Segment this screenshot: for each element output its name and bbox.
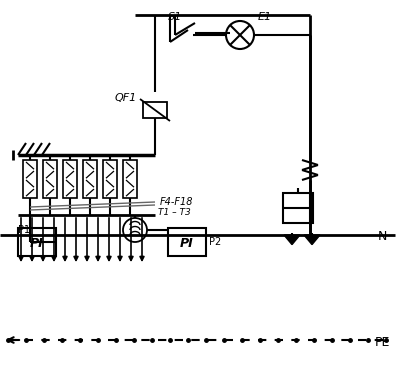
Bar (23, 160, 37, 198)
Text: P1: P1 (18, 225, 30, 235)
Text: E1: E1 (258, 12, 272, 22)
Polygon shape (304, 235, 320, 244)
Bar (43, 160, 57, 198)
Text: F4-F18: F4-F18 (160, 197, 194, 207)
Bar (83, 160, 97, 198)
Bar (63, 160, 77, 198)
Text: P2: P2 (209, 237, 221, 247)
Circle shape (123, 218, 147, 242)
Text: PE: PE (375, 336, 390, 349)
Bar (123, 160, 137, 198)
Polygon shape (284, 235, 300, 244)
Text: QF1: QF1 (115, 93, 137, 103)
Text: T1 – T3: T1 – T3 (158, 208, 191, 217)
Text: N: N (378, 230, 387, 243)
Bar (168, 228, 206, 256)
Bar (103, 160, 117, 198)
Text: PI: PI (30, 237, 44, 250)
Text: S1: S1 (168, 12, 182, 22)
Bar (18, 228, 56, 256)
Text: PI: PI (180, 237, 194, 250)
Bar (283, 193, 313, 223)
Bar (143, 102, 167, 118)
Circle shape (226, 21, 254, 49)
